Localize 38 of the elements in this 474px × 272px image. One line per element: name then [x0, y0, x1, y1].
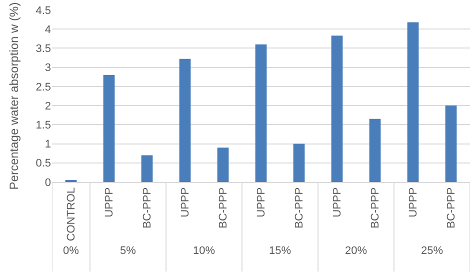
y-axis-title: Percentage water absorption w (%): [7, 2, 21, 190]
y-tick-label: 0.5: [36, 158, 51, 170]
text: 20%: [345, 245, 368, 257]
y-tick-label: 4.5: [36, 4, 51, 17]
text: 25%: [421, 245, 444, 257]
x-tick-label: UPPP: [332, 187, 344, 218]
bar: [141, 155, 153, 182]
x-tick-label: CONTROL: [66, 187, 78, 242]
x-tick-label: BC-PPP: [218, 187, 230, 228]
bar: [103, 74, 115, 182]
bar: [255, 44, 267, 182]
bar: [293, 144, 305, 182]
text: 0%: [63, 245, 80, 257]
text: 10%: [193, 245, 216, 257]
x-tick-label: UPPP: [180, 187, 192, 218]
text: 5%: [120, 245, 136, 257]
y-tick-label: 2.5: [36, 81, 51, 94]
bar: [445, 106, 457, 182]
x-tick-label: BC-PPP: [294, 187, 306, 228]
y-tick-label: 3.5: [36, 43, 51, 56]
bar: [179, 58, 191, 182]
x-tick-label: UPPP: [104, 187, 116, 218]
x-tick-label: BC-PPP: [142, 187, 154, 228]
y-tick-label: 1: [44, 138, 51, 151]
y-tick-label: 4: [44, 24, 51, 36]
y-tick-label: 0: [44, 176, 51, 189]
y-tick-label: 1.5: [36, 120, 51, 132]
bar: [369, 118, 381, 182]
y-tick-label: 3: [44, 62, 51, 74]
text: 15%: [269, 245, 292, 257]
bar: [331, 36, 343, 182]
bar: [407, 22, 419, 182]
x-tick-label: BC-PPP: [446, 187, 458, 228]
x-tick-label: BC-PPP: [370, 187, 382, 228]
x-tick-label: UPPP: [408, 187, 420, 218]
x-tick-label: UPPP: [256, 187, 268, 218]
bar: [217, 148, 229, 182]
y-tick-label: 2: [44, 100, 51, 112]
